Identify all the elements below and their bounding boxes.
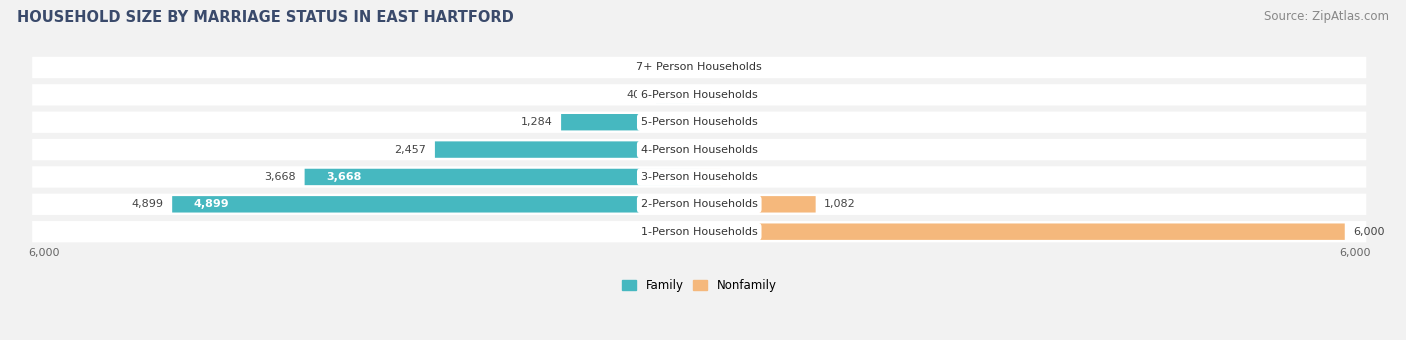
- FancyBboxPatch shape: [699, 87, 721, 103]
- FancyBboxPatch shape: [672, 59, 699, 76]
- Text: 4-Person Households: 4-Person Households: [641, 144, 758, 155]
- FancyBboxPatch shape: [657, 87, 699, 103]
- FancyBboxPatch shape: [32, 112, 1367, 133]
- Text: 5-Person Households: 5-Person Households: [641, 117, 758, 127]
- FancyBboxPatch shape: [699, 223, 1344, 240]
- FancyBboxPatch shape: [32, 194, 1367, 215]
- Text: 2,457: 2,457: [395, 144, 426, 155]
- Text: 7+ Person Households: 7+ Person Households: [637, 63, 762, 72]
- Text: 6-Person Households: 6-Person Households: [641, 90, 758, 100]
- Text: 3,668: 3,668: [326, 172, 361, 182]
- Text: 8: 8: [730, 144, 737, 155]
- FancyBboxPatch shape: [699, 141, 721, 158]
- FancyBboxPatch shape: [32, 139, 1367, 160]
- Text: 6,000: 6,000: [1339, 248, 1371, 258]
- FancyBboxPatch shape: [699, 169, 721, 185]
- Text: Source: ZipAtlas.com: Source: ZipAtlas.com: [1264, 10, 1389, 23]
- FancyBboxPatch shape: [32, 221, 1367, 242]
- FancyBboxPatch shape: [699, 114, 721, 131]
- FancyBboxPatch shape: [32, 84, 1367, 105]
- FancyBboxPatch shape: [32, 57, 1367, 78]
- Text: HOUSEHOLD SIZE BY MARRIAGE STATUS IN EAST HARTFORD: HOUSEHOLD SIZE BY MARRIAGE STATUS IN EAS…: [17, 10, 513, 25]
- Text: 402: 402: [626, 90, 647, 100]
- Text: 3-Person Households: 3-Person Households: [641, 172, 758, 182]
- Legend: Family, Nonfamily: Family, Nonfamily: [617, 274, 782, 297]
- FancyBboxPatch shape: [434, 141, 699, 158]
- Text: 4,899: 4,899: [194, 199, 229, 209]
- FancyBboxPatch shape: [172, 196, 699, 212]
- Text: 6,000: 6,000: [28, 248, 59, 258]
- Text: 4,899: 4,899: [132, 199, 163, 209]
- FancyBboxPatch shape: [305, 169, 699, 185]
- Text: 36: 36: [730, 172, 744, 182]
- Text: 0: 0: [730, 117, 737, 127]
- FancyBboxPatch shape: [699, 59, 721, 76]
- Text: 0: 0: [730, 90, 737, 100]
- FancyBboxPatch shape: [561, 114, 699, 131]
- Text: 3,668: 3,668: [264, 172, 297, 182]
- Text: 0: 0: [730, 63, 737, 72]
- Text: 6,000: 6,000: [1354, 227, 1385, 237]
- Text: 2-Person Households: 2-Person Households: [641, 199, 758, 209]
- Text: 250: 250: [643, 63, 664, 72]
- Text: 1,284: 1,284: [520, 117, 553, 127]
- Text: 1,082: 1,082: [824, 199, 856, 209]
- Text: 1-Person Households: 1-Person Households: [641, 227, 758, 237]
- FancyBboxPatch shape: [32, 166, 1367, 188]
- FancyBboxPatch shape: [699, 196, 815, 212]
